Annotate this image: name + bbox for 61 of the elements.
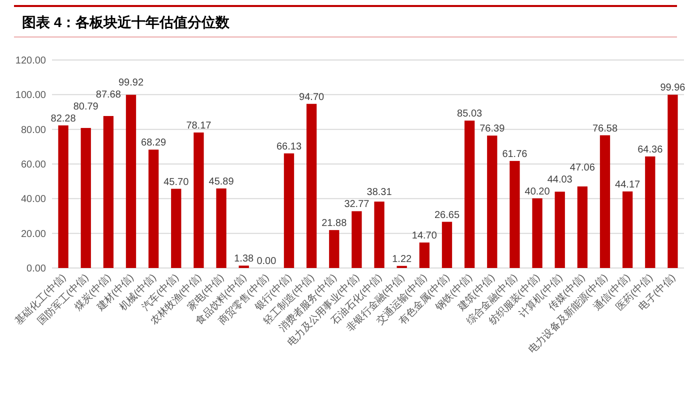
data-label: 61.76 <box>502 148 528 160</box>
y-tick-label: 0.00 <box>26 264 46 274</box>
y-tick-label: 20.00 <box>20 228 46 240</box>
bar <box>126 94 136 268</box>
data-label: 44.17 <box>615 179 641 190</box>
data-label: 1.38 <box>234 254 254 265</box>
data-label: 14.70 <box>412 230 438 242</box>
bar <box>554 192 565 268</box>
y-tick-label: 120.00 <box>15 56 46 66</box>
data-label: 76.58 <box>592 123 618 134</box>
y-tick-label: 80.00 <box>20 124 46 136</box>
bar <box>532 198 542 268</box>
y-tick-label: 100.00 <box>15 90 46 102</box>
data-label: 64.36 <box>638 144 664 156</box>
data-label: 94.70 <box>299 92 325 103</box>
bar <box>419 242 430 268</box>
data-label: 47.06 <box>570 162 596 174</box>
bar <box>216 188 226 268</box>
bar <box>668 94 678 268</box>
data-label: 78.17 <box>186 120 212 132</box>
data-label: 68.29 <box>141 138 167 149</box>
data-label: 76.39 <box>480 124 506 135</box>
data-label: 44.03 <box>547 174 573 186</box>
bar <box>194 132 204 268</box>
data-label: 66.13 <box>276 141 302 152</box>
bar <box>329 230 340 268</box>
bar <box>600 135 610 268</box>
bar <box>148 150 159 268</box>
chart-title: 图表 4：各板块近十年估值分位数 <box>22 14 231 30</box>
bar <box>103 116 114 268</box>
bar <box>171 188 182 268</box>
data-label: 38.31 <box>366 187 392 198</box>
data-label: 45.70 <box>164 176 190 188</box>
bar <box>80 128 91 268</box>
bar <box>284 153 294 268</box>
data-label: 0.00 <box>256 256 277 267</box>
bar <box>58 125 68 268</box>
data-label: 32.77 <box>344 199 370 210</box>
data-label: 26.65 <box>434 210 460 221</box>
data-label: 21.88 <box>322 218 348 230</box>
y-tick-label: 60.00 <box>20 160 46 170</box>
data-label: 40.20 <box>524 186 550 198</box>
data-label: 85.03 <box>457 108 483 120</box>
data-label: 99.96 <box>660 82 686 94</box>
data-label: 82.28 <box>50 113 76 124</box>
bar <box>464 120 475 268</box>
y-tick-label: 40.00 <box>20 194 46 206</box>
data-label: 99.92 <box>118 77 144 88</box>
data-label: 80.79 <box>73 101 99 112</box>
bar <box>645 156 656 268</box>
bar <box>306 104 317 268</box>
bar <box>352 211 362 268</box>
data-label: 1.22 <box>392 254 412 265</box>
bar <box>510 160 520 268</box>
data-label: 87.68 <box>96 89 122 100</box>
bar <box>487 136 498 268</box>
data-label: 45.89 <box>208 176 234 188</box>
bar <box>622 191 633 268</box>
bar <box>442 222 452 268</box>
bar <box>577 186 588 268</box>
bar <box>374 202 384 268</box>
